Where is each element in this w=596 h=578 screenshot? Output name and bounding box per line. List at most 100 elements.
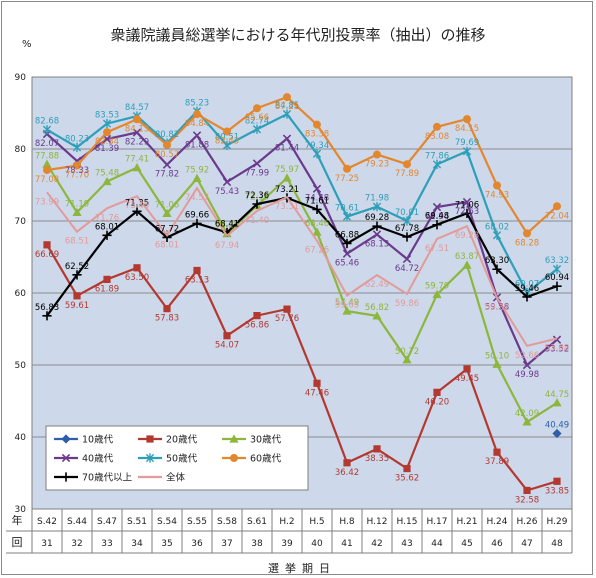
data-point [432,159,442,170]
data-label: 72.04 [545,211,569,221]
data-point [552,428,562,439]
data-point [145,453,155,463]
data-label: 59.61 [65,301,89,311]
data-label: 49.45 [455,374,479,384]
data-point [229,434,239,443]
data-label: 60.07 [515,279,539,289]
y-tick-label: 70 [15,217,27,227]
data-point [523,486,531,495]
data-point [282,134,292,143]
data-point [493,448,501,456]
data-label: 77.70 [65,171,89,181]
data-point [102,176,112,186]
data-label: 81.39 [95,144,119,154]
data-point [132,163,142,172]
x-tick-label: H.5 [309,517,324,527]
data-point [312,184,322,193]
data-point [133,115,141,124]
data-label: 81.44 [275,144,299,154]
series-line [46,95,558,236]
legend-label: 70歳代以上 [82,472,133,484]
data-point [72,207,82,217]
data-label: 80.51 [215,132,239,142]
data-label: 77.82 [155,170,179,180]
data-label: 59.86 [395,299,419,309]
round-label: 45 [461,539,472,549]
data-label: 83.08 [425,132,449,142]
data-point [522,360,532,370]
data-point [252,124,262,134]
data-point [132,206,142,216]
data-label: 71.06 [455,200,479,210]
data-point [42,311,52,321]
data-label: 71.06 [155,200,179,210]
y-tick-label: 60 [15,289,27,299]
data-label: 71.76 [95,213,119,223]
data-point [553,202,561,211]
data-label: 63.32 [545,256,569,266]
round-label: 37 [221,539,232,549]
x-tick-label: H.29 [547,517,568,527]
series-line [46,196,558,317]
x-tick-label: H.17 [427,517,448,527]
legend-entry: 40歳代 [54,453,114,465]
data-point [252,159,262,168]
data-point [402,216,412,226]
data-label: 78.33 [65,166,89,176]
data-point [462,208,472,218]
round-label: 44 [431,539,443,549]
x-tick-label: H.8 [339,517,354,527]
legend-entry: 50歳代 [138,453,198,465]
data-label: 82.29 [125,138,149,148]
data-point [61,472,71,482]
chart-title: 衆議院議員総選挙における年代別投票率（抽出）の推移 [110,26,485,44]
round-label: 48 [551,539,563,549]
row-label-year: 年 [12,513,23,527]
series-line [46,131,558,367]
data-label: 72.63 [455,207,479,217]
data-label: 74.57 [185,193,209,203]
data-label: 74.48 [305,194,329,204]
data-label: 69.48 [425,212,449,222]
x-tick-label: S.42 [37,517,57,527]
data-label: 68.01 [155,240,179,250]
data-point [253,104,261,113]
legend-entry: 60歳代 [222,453,282,465]
data-point [283,305,291,313]
legend-entry: 70歳代以上 [54,472,133,484]
data-label: 69.66 [185,210,209,220]
data-point [493,181,501,190]
data-label: 52.66 [515,351,539,361]
y-tick-label: 90 [15,73,27,83]
data-label: 59.46 [515,284,539,294]
legend-box [45,425,309,491]
data-label: 69.28 [455,231,479,241]
data-label: 68.25 [215,221,239,231]
data-label: 77.99 [245,168,269,178]
data-point [342,306,352,315]
data-label: 37.89 [485,457,509,467]
x-tick-label: H.24 [487,517,508,527]
data-label: 62.52 [65,262,89,272]
data-label: 59.38 [485,302,509,312]
x-tick-label: S.55 [187,517,207,527]
data-label: 63.50 [125,273,149,283]
legend-entry: 全体 [138,472,186,484]
data-label: 46.20 [425,397,449,407]
series-line [46,109,558,295]
data-label: 47.46 [305,388,329,398]
data-point [402,254,412,264]
data-point [463,365,471,373]
data-point [342,249,352,258]
data-label: 84.57 [125,103,149,113]
data-point [72,270,82,280]
legend-entry: 20歳代 [138,434,198,446]
round-label: 38 [251,539,263,549]
data-point [462,146,472,156]
data-label: 63.87 [455,252,479,262]
data-label: 56.83 [35,303,59,313]
data-point [343,459,351,467]
y-tick-label: 80 [15,145,27,155]
legend-entry: 10歳代 [54,434,114,446]
